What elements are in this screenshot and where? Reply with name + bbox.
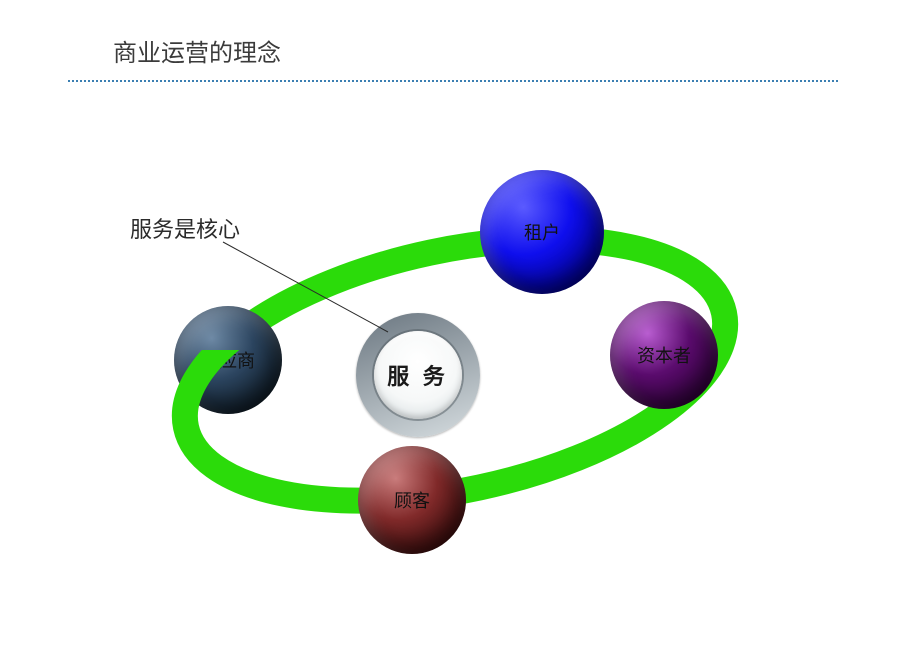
sphere-tenant-label: 租户 (524, 219, 560, 245)
orbit-diagram: 供应商 服 务 服务是核心 租户 资本者 顾客 (0, 0, 920, 651)
sphere-customer-label: 顾客 (394, 487, 430, 513)
callout-label: 服务是核心 (130, 212, 240, 244)
sphere-capital-label: 资本者 (637, 342, 691, 368)
callout-line (0, 0, 920, 651)
